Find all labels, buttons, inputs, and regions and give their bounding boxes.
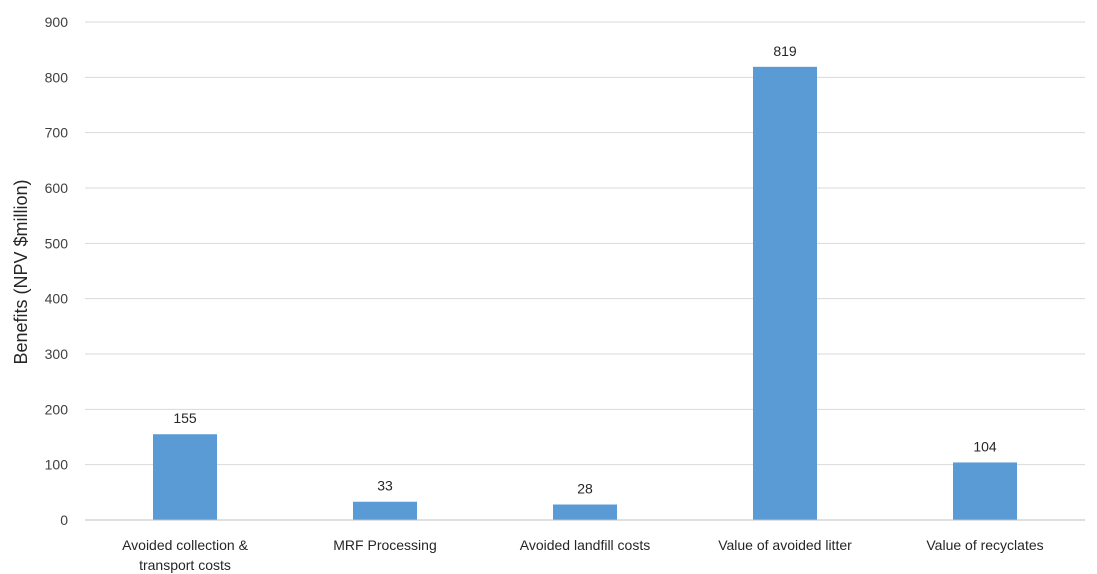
data-label: 819 (773, 43, 797, 59)
y-tick-label: 300 (45, 346, 69, 362)
y-tick-label: 900 (45, 14, 69, 30)
x-category-label: Avoided collection & transport costs (122, 537, 248, 573)
x-category-label: Value of avoided litter (718, 537, 852, 553)
y-tick-label: 100 (45, 457, 69, 473)
bar (953, 462, 1017, 520)
x-category-label: Avoided landfill costs (520, 537, 650, 553)
data-labels: 155 33 28 819 104 (173, 43, 997, 497)
y-tick-label: 0 (60, 512, 68, 528)
data-label: 28 (577, 481, 593, 497)
gridlines (85, 21, 1085, 466)
y-axis-title: Benefits (NPV $million) (11, 179, 31, 364)
y-tick-label: 200 (45, 401, 69, 417)
y-tick-label: 500 (45, 235, 69, 251)
x-axis-categories: Avoided collection & transport costs MRF P… (122, 537, 1044, 573)
y-axis-ticks: 0 100 200 300 400 500 600 700 800 900 (45, 14, 69, 528)
y-tick-label: 700 (45, 125, 69, 141)
y-tick-label: 600 (45, 180, 69, 196)
bar (753, 66, 817, 520)
bars (153, 66, 1017, 520)
bar (153, 434, 217, 520)
bar (353, 501, 417, 520)
bar (553, 504, 617, 520)
x-category-label: MRF Processing (333, 537, 436, 553)
y-tick-label: 400 (45, 291, 69, 307)
data-label: 33 (377, 478, 393, 494)
y-tick-label: 800 (45, 69, 69, 85)
x-category-label: Value of recyclates (926, 537, 1043, 553)
data-label: 104 (973, 438, 997, 454)
data-label: 155 (173, 410, 197, 426)
